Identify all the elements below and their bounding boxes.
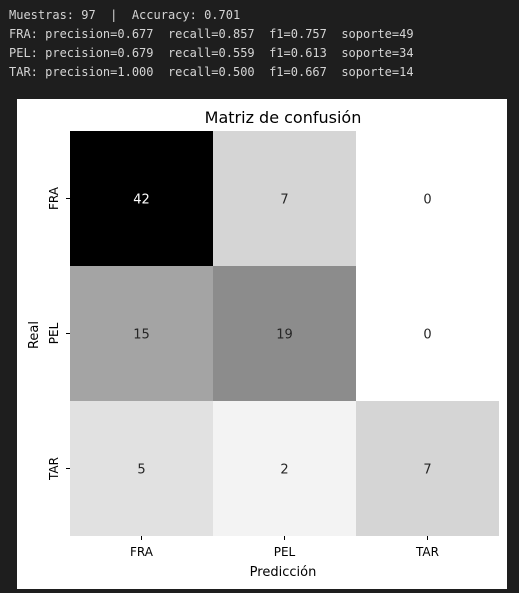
console-line-tar: TAR: precision=1.000 recall=0.500 f1=0.6… bbox=[9, 65, 414, 79]
heatmap-cell bbox=[356, 266, 499, 401]
console-line-pel: PEL: precision=0.679 recall=0.559 f1=0.6… bbox=[9, 46, 414, 60]
y-tick-label: FRA bbox=[47, 186, 61, 210]
heatmap-cell bbox=[213, 266, 356, 401]
heatmap-cell bbox=[213, 131, 356, 266]
y-tick-label: TAR bbox=[47, 457, 61, 481]
cell-value-label: 7 bbox=[280, 193, 288, 208]
heatmap-cell bbox=[356, 131, 499, 266]
confusion-matrix-plot: Matriz de confusión 42 7 0 15 19 0 5 2 7 FRA PEL T… bbox=[27, 108, 499, 580]
console-line-fra: FRA: precision=0.677 recall=0.857 f1=0.7… bbox=[9, 27, 414, 41]
console-output: Muestras: 97 | Accuracy: 0.701 FRA: preci… bbox=[9, 6, 414, 82]
heatmap-cell bbox=[213, 401, 356, 536]
confusion-matrix-figure: Matriz de confusión 42 7 0 15 19 0 5 2 7 FRA PEL T… bbox=[17, 99, 507, 589]
cell-value-label: 2 bbox=[280, 463, 288, 478]
cell-value-label: 15 bbox=[133, 328, 150, 343]
x-tick-label: PEL bbox=[274, 545, 296, 559]
cell-value-label: 19 bbox=[276, 328, 293, 343]
console-line-summary: Muestras: 97 | Accuracy: 0.701 bbox=[9, 8, 241, 22]
x-axis-label: Predicción bbox=[250, 565, 317, 580]
chart-title: Matriz de confusión bbox=[205, 108, 362, 127]
cell-value-label: 0 bbox=[423, 193, 431, 208]
heatmap-cell bbox=[70, 266, 213, 401]
y-tick-label: PEL bbox=[47, 322, 61, 344]
cell-value-label: 7 bbox=[423, 463, 431, 478]
heatmap-cell bbox=[70, 401, 213, 536]
heatmap-cell bbox=[70, 131, 213, 266]
heatmap-cell bbox=[356, 401, 499, 536]
x-tick-label: FRA bbox=[130, 545, 154, 559]
cell-value-label: 5 bbox=[137, 463, 145, 478]
cell-value-label: 42 bbox=[133, 193, 150, 208]
x-tick-label: TAR bbox=[415, 545, 439, 559]
y-axis-label: Real bbox=[27, 321, 42, 349]
cell-value-label: 0 bbox=[423, 328, 431, 343]
